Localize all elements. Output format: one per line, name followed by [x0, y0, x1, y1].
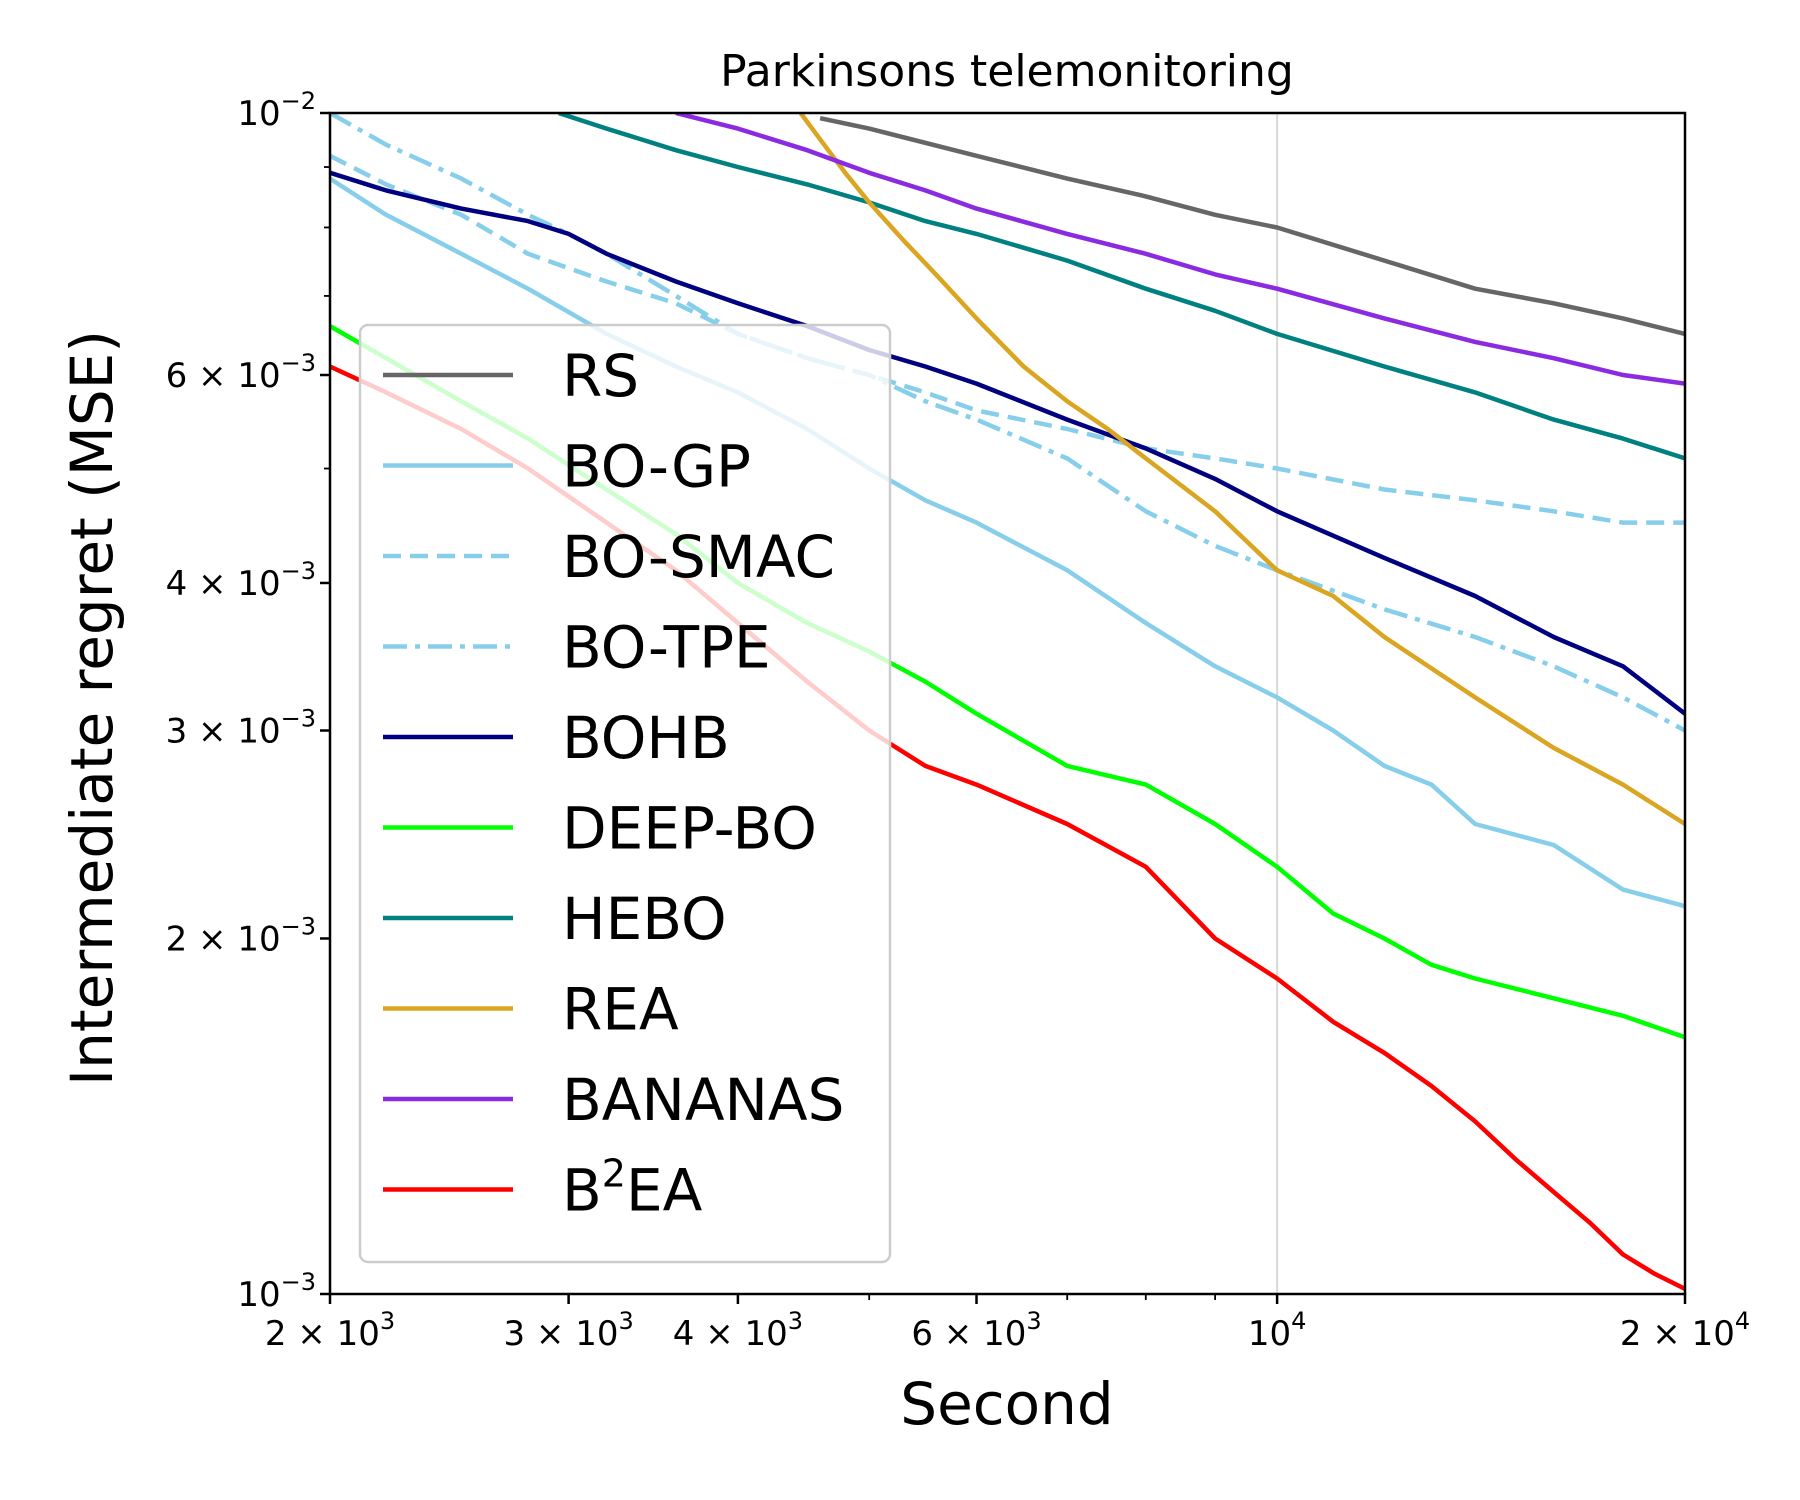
- x-tick-label: 3 × 103: [503, 1307, 633, 1354]
- legend-label: HEBO: [562, 885, 727, 953]
- series-line-bo-gp: [330, 176, 1685, 909]
- chart-title: Parkinsons telemonitoring: [720, 46, 1294, 97]
- legend-label: REA: [562, 976, 679, 1044]
- legend-frame: [358, 323, 892, 1264]
- ticks-layer: 2 × 103 3 × 103 4 × 103 6 × 103 104 2 × 104 10…: [166, 87, 1751, 1354]
- series-line-bo-tpe: [330, 113, 1685, 733]
- x-tick-label: 4 × 103: [673, 1307, 803, 1354]
- legend-label: BO-TPE: [562, 614, 771, 682]
- legend: RS BO-GP BO-SMAC BO-TPE BOHB DEEP-BO HEBO REA BA…: [358, 323, 892, 1264]
- plot-frame: [328, 111, 1687, 1296]
- legend-label: BANANAS: [562, 1066, 844, 1134]
- series-line-rea: [798, 113, 1685, 826]
- y-tick-label: 2 × 10−3: [166, 912, 316, 959]
- legend-label: RS: [562, 342, 639, 410]
- x-tick-label: 2 × 103: [265, 1307, 395, 1354]
- legend-label: B2EA: [562, 1152, 703, 1225]
- y-tick-label: 10−2: [237, 87, 316, 134]
- series-line-bananas: [675, 113, 1685, 386]
- series-line-hebo: [558, 113, 1685, 461]
- y-tick-label: 6 × 10−3: [166, 349, 316, 396]
- x-tick-label: 6 × 103: [911, 1307, 1041, 1354]
- series-line-rs: [819, 115, 1685, 337]
- y-tick-label: 3 × 10−3: [166, 705, 316, 752]
- series-line-bo-smac: [330, 153, 1685, 525]
- y-tick-label: 10−3: [237, 1268, 316, 1315]
- y-axis-label: Intermediate regret (MSE): [58, 330, 126, 1086]
- legend-entries: RS BO-GP BO-SMAC BO-TPE BOHB DEEP-BO HEBO REA BA…: [383, 342, 844, 1225]
- x-tick-label: 2 × 104: [1620, 1307, 1750, 1354]
- legend-label: BO-GP: [562, 433, 751, 501]
- x-axis-label: Second: [900, 1370, 1113, 1438]
- legend-label: DEEP-BO: [562, 795, 817, 863]
- y-tick-label: 4 × 10−3: [166, 557, 316, 604]
- legend-label: BOHB: [562, 704, 730, 772]
- legend-label: BO-SMAC: [562, 523, 835, 591]
- x-tick-label: 104: [1248, 1307, 1307, 1354]
- series-line-bohb: [330, 170, 1685, 716]
